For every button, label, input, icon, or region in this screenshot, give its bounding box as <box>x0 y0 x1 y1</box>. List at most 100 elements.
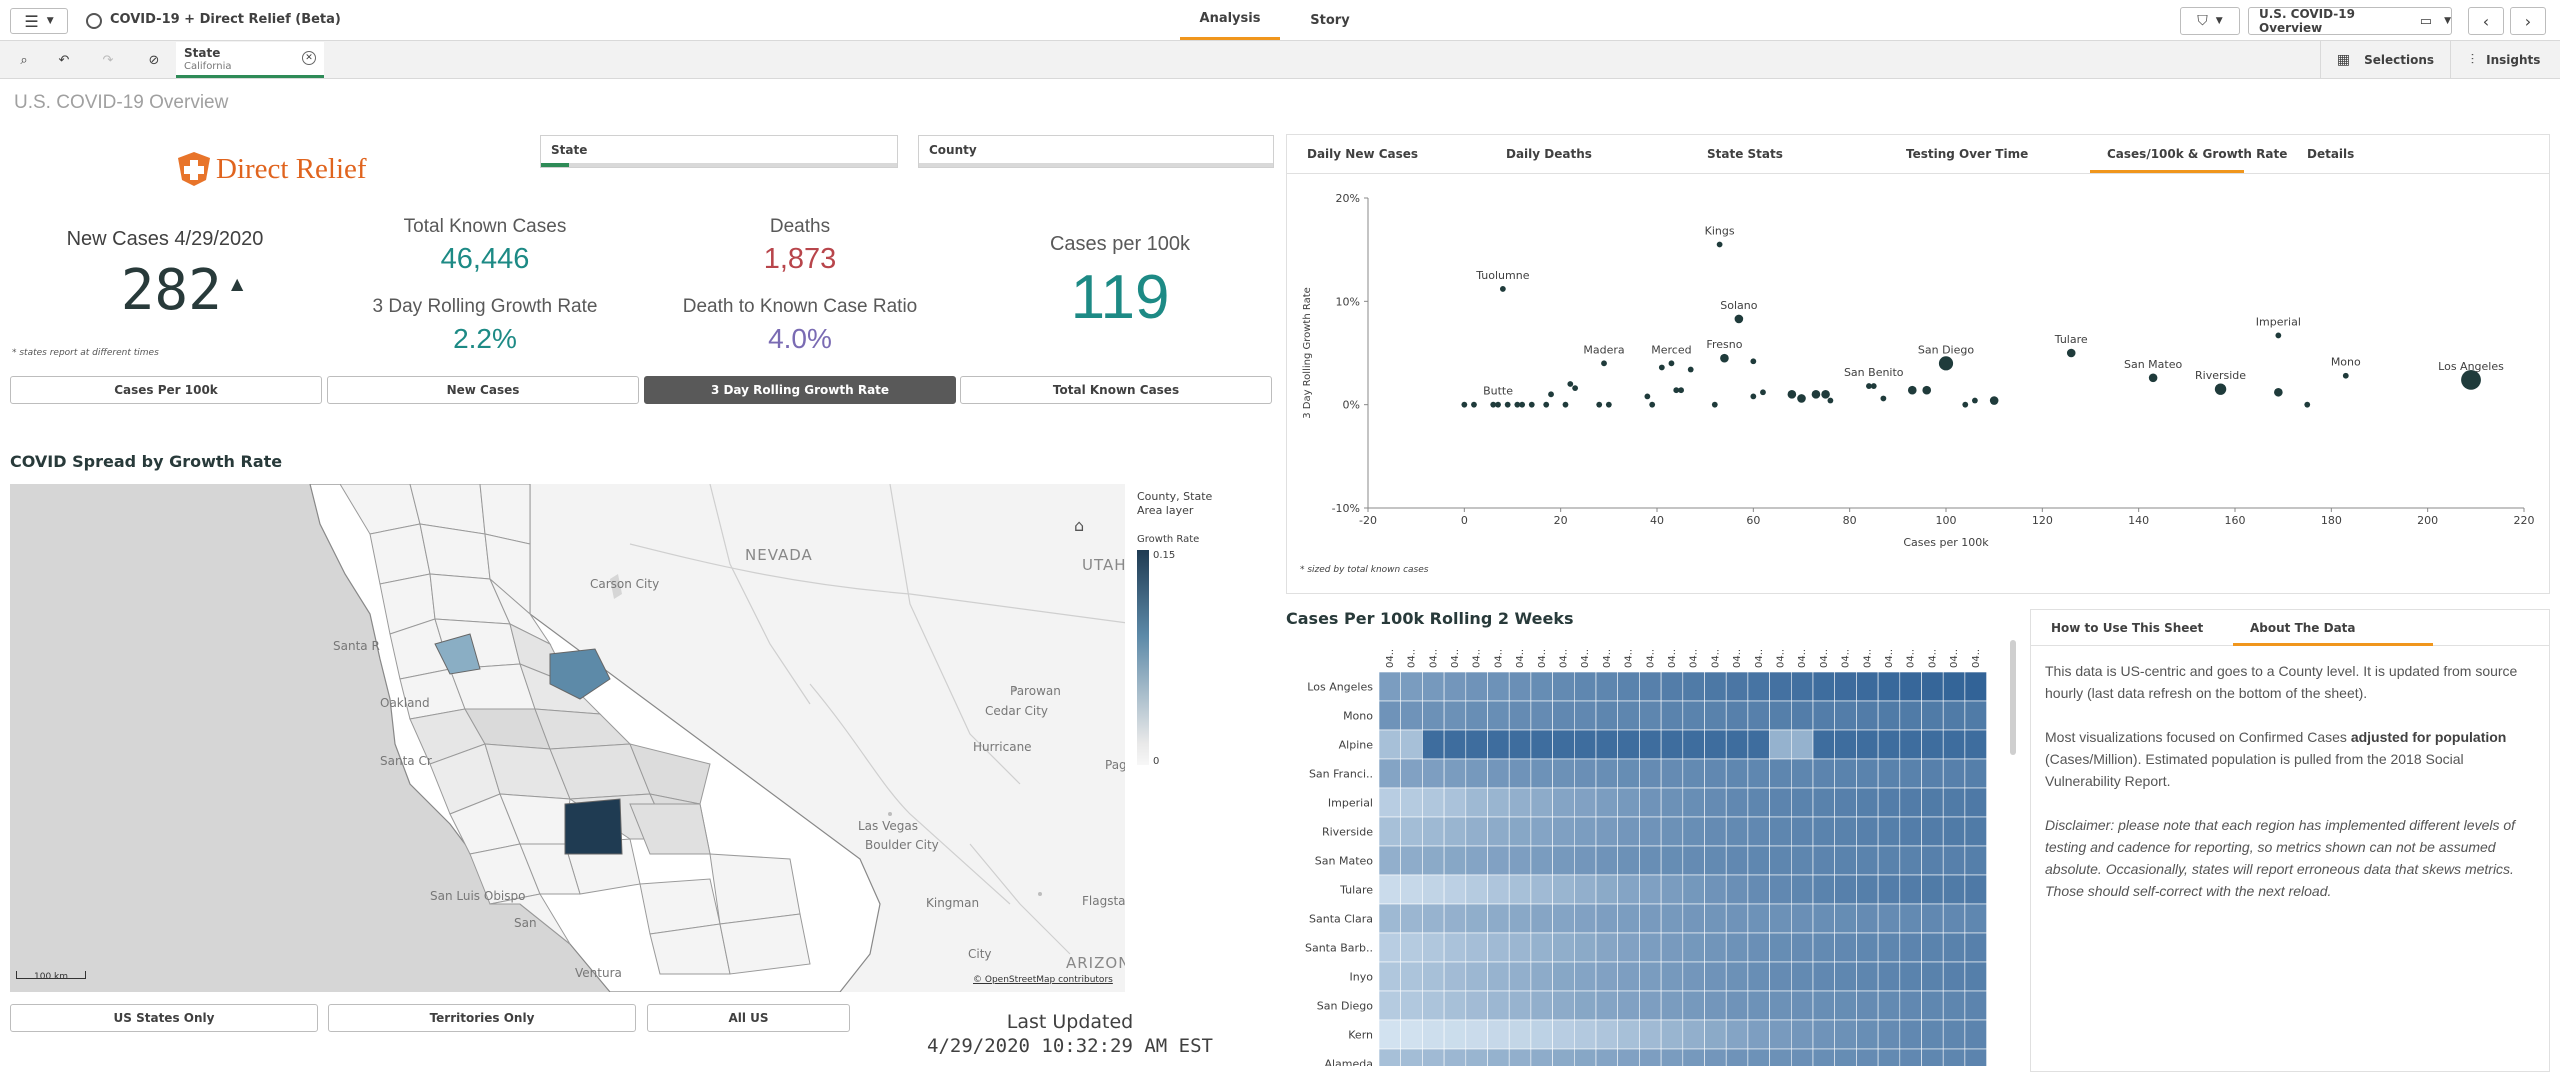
heatmap-cell[interactable] <box>1617 816 1640 847</box>
heatmap-cell[interactable] <box>1530 932 1553 963</box>
heatmap-cell[interactable] <box>1530 671 1553 702</box>
heatmap-cell[interactable] <box>1530 787 1553 818</box>
heatmap-cell[interactable] <box>1725 816 1749 847</box>
heatmap-cell[interactable] <box>1942 932 1966 963</box>
heatmap-cell[interactable] <box>1964 671 1987 702</box>
heatmap-cell[interactable] <box>1769 845 1792 876</box>
heatmap-cell[interactable] <box>1595 932 1619 963</box>
scatter-point[interactable] <box>2148 373 2158 383</box>
scatter-point[interactable] <box>1562 401 1569 408</box>
heatmap-cell[interactable] <box>1443 903 1467 934</box>
heatmap-cell[interactable] <box>1877 903 1901 934</box>
heatmap-cell[interactable] <box>1573 990 1597 1021</box>
heatmap-cell[interactable] <box>1812 1019 1836 1050</box>
heatmap-cell[interactable] <box>1465 874 1488 905</box>
heatmap-cell[interactable] <box>1465 961 1488 992</box>
heatmap-cell[interactable] <box>1747 787 1770 818</box>
heatmap-cell[interactable] <box>1378 874 1402 905</box>
heatmap-cell[interactable] <box>1921 874 1944 905</box>
heatmap-cell[interactable] <box>1812 961 1836 992</box>
heatmap-cell[interactable] <box>1921 845 1944 876</box>
heatmap-cell[interactable] <box>1704 1048 1727 1066</box>
heatmap-cell[interactable] <box>1573 961 1597 992</box>
heatmap-cell[interactable] <box>1552 961 1575 992</box>
heatmap-cell[interactable] <box>1856 990 1879 1021</box>
heatmap-cell[interactable] <box>1639 758 1662 789</box>
heatmap-cell[interactable] <box>1530 816 1553 847</box>
heatmap-cell[interactable] <box>1942 816 1966 847</box>
heatmap-cell[interactable] <box>1856 961 1879 992</box>
next-sheet-button[interactable]: › <box>2510 7 2546 35</box>
heatmap-cell[interactable] <box>1422 1019 1445 1050</box>
heatmap-cell[interactable] <box>1378 671 1402 702</box>
heatmap-cell[interactable] <box>1422 758 1445 789</box>
clear-all-button[interactable]: ⊘ <box>142 49 166 71</box>
heatmap-cell[interactable] <box>1530 845 1553 876</box>
heatmap-cell[interactable] <box>1422 961 1445 992</box>
heatmap-cell[interactable] <box>1834 700 1857 731</box>
heatmap-cell[interactable] <box>1487 729 1510 760</box>
heatmap-cell[interactable] <box>1660 990 1684 1021</box>
heatmap-cell[interactable] <box>1465 816 1488 847</box>
heatmap-cell[interactable] <box>1747 729 1770 760</box>
scatter-point[interactable] <box>1938 356 1954 371</box>
heatmap-cell[interactable] <box>1899 700 1922 731</box>
heatmap-cell[interactable] <box>1487 787 1510 818</box>
heatmap-cell[interactable] <box>1964 845 1987 876</box>
heatmap-cell[interactable] <box>1465 990 1488 1021</box>
county-filter[interactable]: County <box>918 135 1274 168</box>
heatmap-chart[interactable]: 04.. 04.. 04.. 04.. 04.. 04.. 04.. 04.. 04.. 04..… <box>1286 636 2026 1066</box>
heatmap-cell[interactable] <box>1422 903 1445 934</box>
heatmap-cell[interactable] <box>1725 990 1749 1021</box>
scatter-point[interactable] <box>1519 401 1526 408</box>
heatmap-cell[interactable] <box>1877 1019 1901 1050</box>
heatmap-cell[interactable] <box>1465 700 1488 731</box>
heatmap-cell[interactable] <box>1899 787 1922 818</box>
heatmap-cell[interactable] <box>1465 1019 1488 1050</box>
heatmap-cell[interactable] <box>1639 961 1662 992</box>
heatmap-cell[interactable] <box>1530 903 1553 934</box>
main-menu-button[interactable]: ☰ ▼ <box>10 8 68 34</box>
heatmap-cell[interactable] <box>1422 787 1445 818</box>
heatmap-cell[interactable] <box>1812 903 1836 934</box>
heatmap-cell[interactable] <box>1790 729 1814 760</box>
heatmap-cell[interactable] <box>1400 816 1423 847</box>
heatmap-cell[interactable] <box>1704 671 1727 702</box>
heatmap-cell[interactable] <box>1422 932 1445 963</box>
heatmap-cell[interactable] <box>1812 990 1836 1021</box>
heatmap-cell[interactable] <box>1899 961 1922 992</box>
scatter-point[interactable] <box>1734 314 1744 324</box>
heatmap-cell[interactable] <box>1487 903 1510 934</box>
scatter-point[interactable] <box>1866 383 1872 389</box>
heatmap-cell[interactable] <box>1573 874 1597 905</box>
heatmap-cell[interactable] <box>1465 903 1488 934</box>
heatmap-cell[interactable] <box>1400 932 1423 963</box>
heatmap-cell[interactable] <box>1573 932 1597 963</box>
heatmap-cell[interactable] <box>1595 758 1619 789</box>
heatmap-cell[interactable] <box>1942 729 1966 760</box>
heatmap-cell[interactable] <box>1400 700 1423 731</box>
heatmap-cell[interactable] <box>1639 671 1662 702</box>
heatmap-cell[interactable] <box>1856 903 1879 934</box>
scatter-point[interactable] <box>1658 364 1665 371</box>
heatmap-cell[interactable] <box>1508 1019 1532 1050</box>
heatmap-cell[interactable] <box>1856 700 1879 731</box>
heatmap-cell[interactable] <box>1942 961 1966 992</box>
heatmap-cell[interactable] <box>1573 1048 1597 1066</box>
heatmap-cell[interactable] <box>1617 671 1640 702</box>
heatmap-cell[interactable] <box>1639 700 1662 731</box>
scatter-point[interactable] <box>1870 383 1877 389</box>
heatmap-cell[interactable] <box>1964 932 1987 963</box>
heatmap-cell[interactable] <box>1552 816 1575 847</box>
heatmap-cell[interactable] <box>1378 990 1402 1021</box>
heatmap-cell[interactable] <box>1964 990 1987 1021</box>
us-states-only-button[interactable]: US States Only <box>10 1004 318 1032</box>
tab-details[interactable]: Details <box>2307 147 2355 161</box>
heatmap-cell[interactable] <box>1378 787 1402 818</box>
heatmap-cell[interactable] <box>1769 1048 1792 1066</box>
heatmap-cell[interactable] <box>1964 700 1987 731</box>
heatmap-cell[interactable] <box>1704 845 1727 876</box>
heatmap-cell[interactable] <box>1508 816 1532 847</box>
tab-analysis[interactable]: Analysis <box>1180 0 1280 40</box>
heatmap-cell[interactable] <box>1769 903 1792 934</box>
